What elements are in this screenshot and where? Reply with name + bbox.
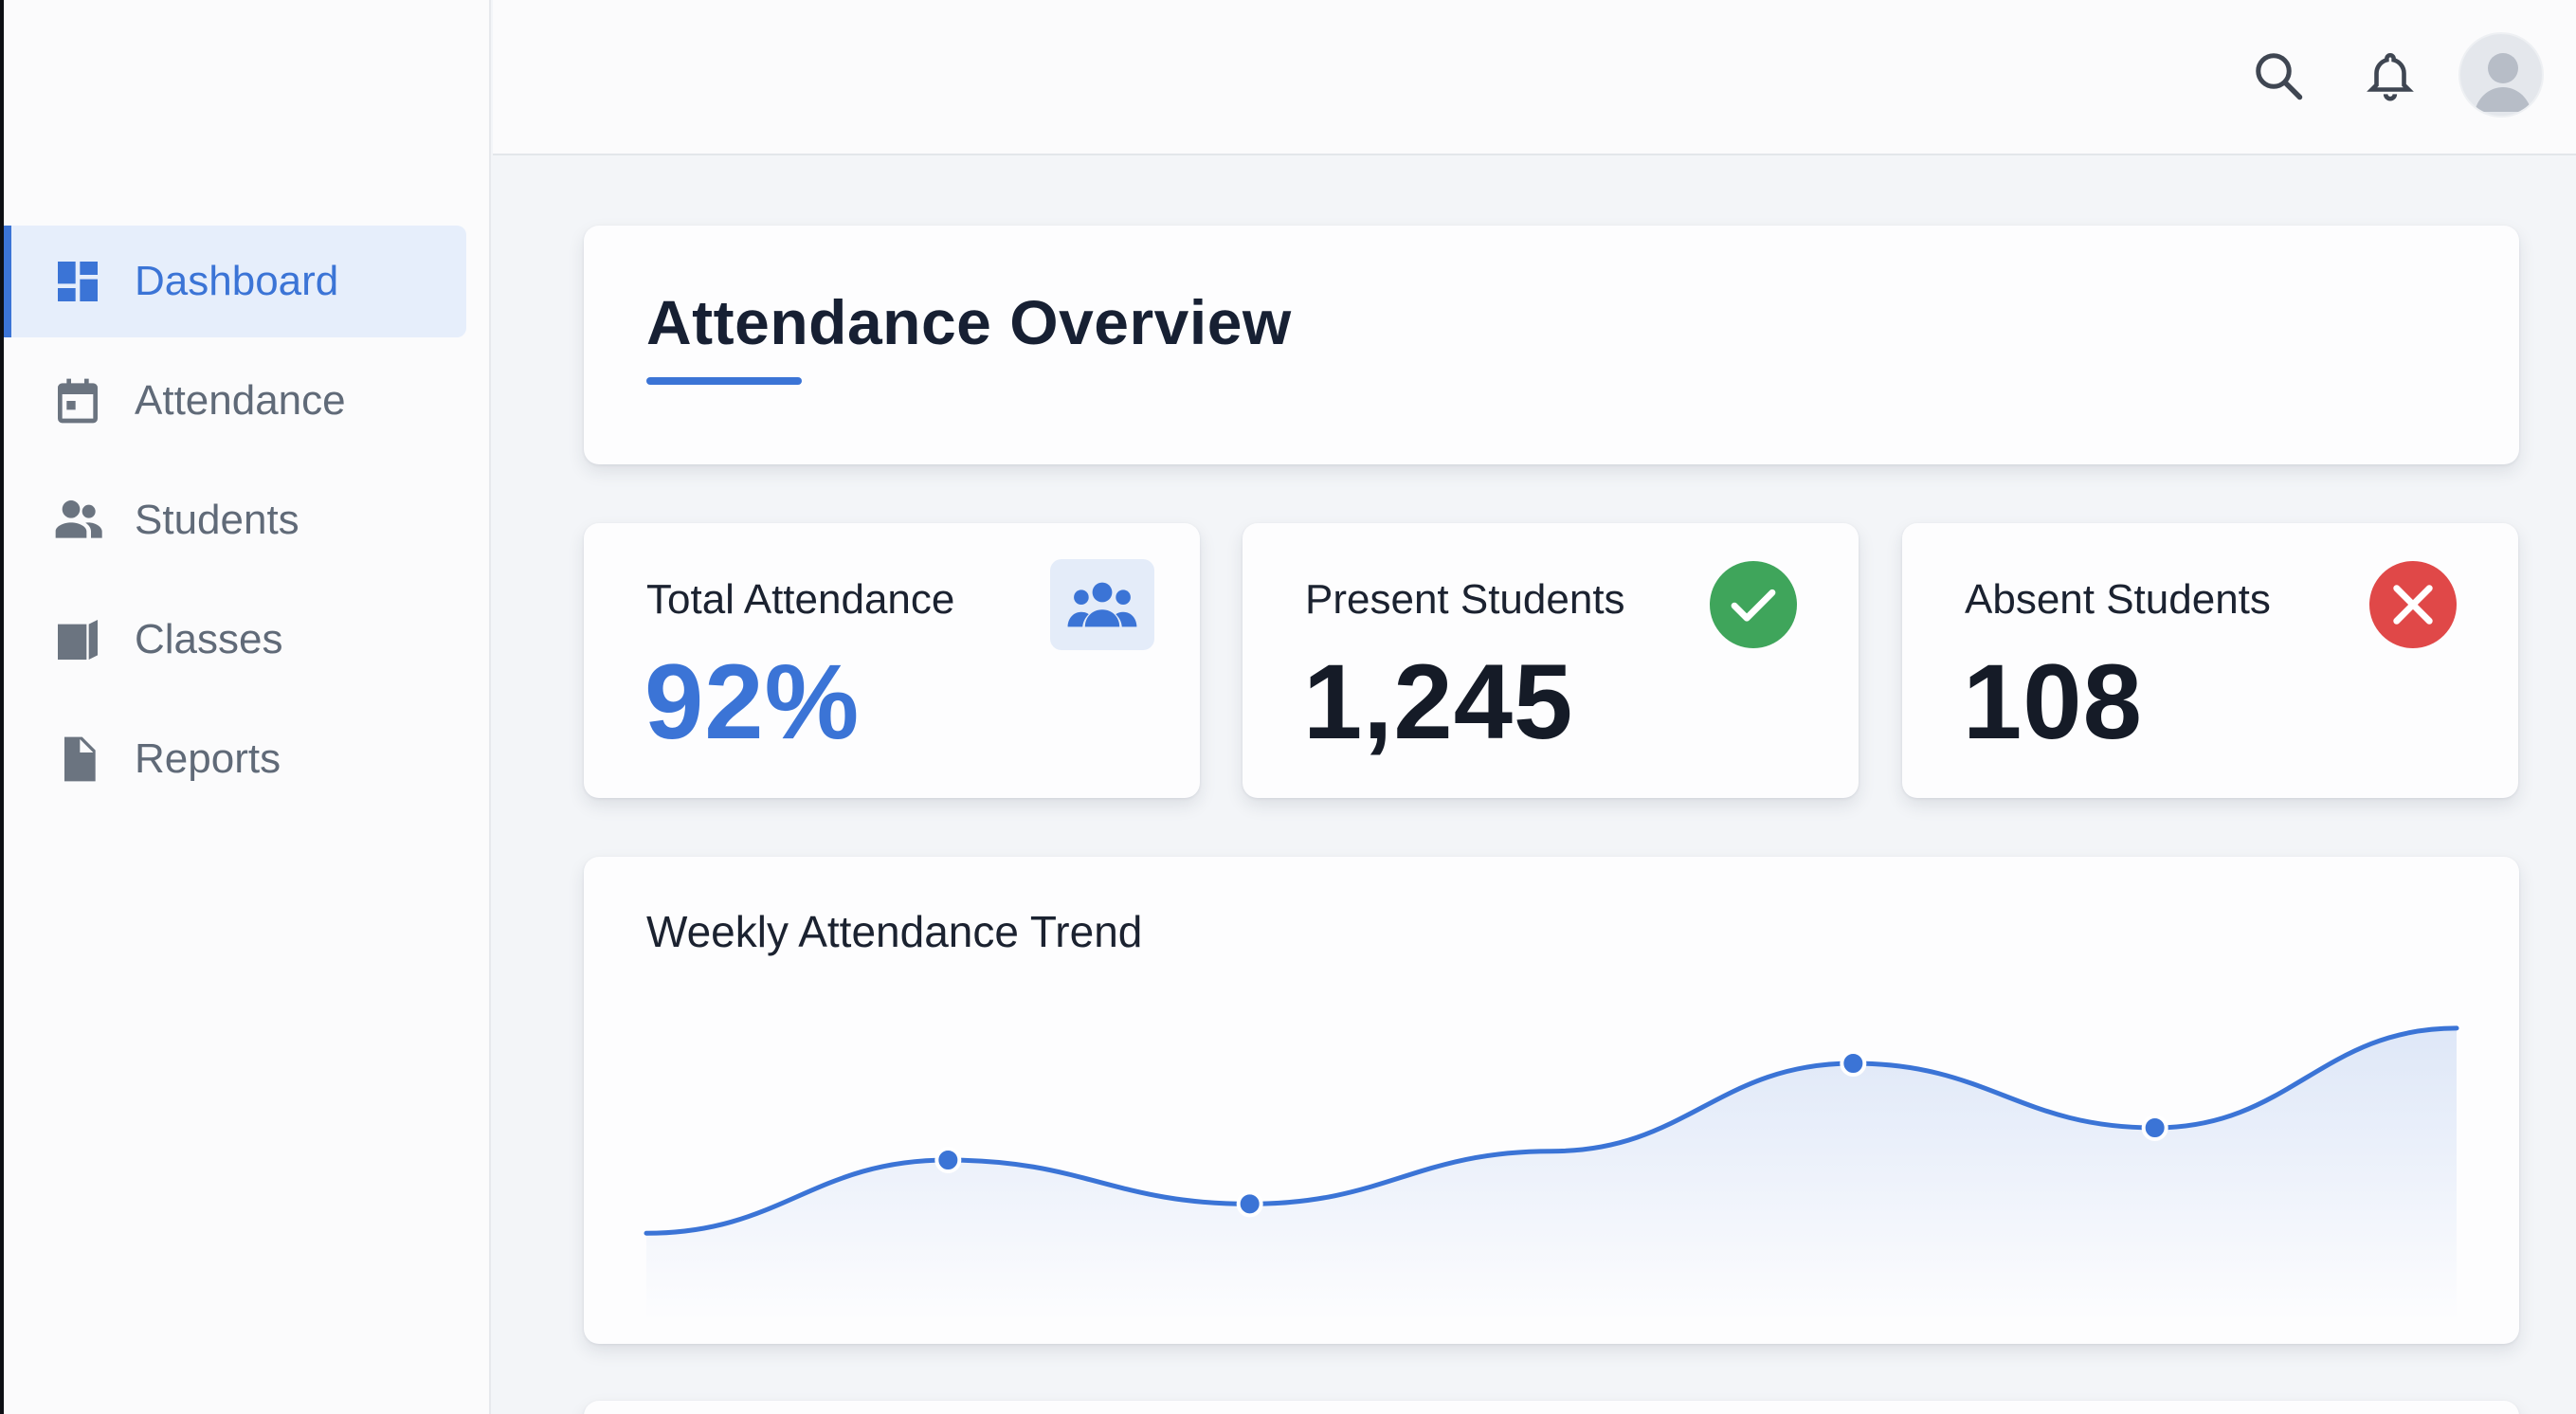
check-icon (1701, 559, 1805, 650)
people-icon (1050, 559, 1154, 650)
people-icon (49, 492, 106, 549)
stat-card-total-attendance: Total Attendance 92% (584, 523, 1200, 798)
trend-point[interactable] (2141, 1115, 2168, 1141)
stat-label: Present Students (1305, 576, 1625, 623)
document-icon (49, 731, 106, 788)
close-icon (2361, 559, 2465, 650)
sidebar-item-attendance[interactable]: Attendance (4, 345, 489, 457)
window-edge (0, 0, 4, 1414)
chart-title: Weekly Attendance Trend (646, 907, 1143, 956)
trend-point[interactable] (1840, 1050, 1867, 1077)
page-title: Attendance Overview (646, 287, 1292, 357)
sidebar-item-students[interactable]: Students (4, 464, 489, 576)
sidebar-item-label: Attendance (135, 377, 346, 424)
trend-area (646, 1027, 2457, 1321)
overview-card: Attendance Overview (584, 226, 2519, 464)
search-icon[interactable] (2242, 40, 2314, 112)
stat-card-present-students: Present Students 1,245 (1243, 523, 1859, 798)
trend-chart (644, 1025, 2459, 1321)
stat-label: Absent Students (1965, 576, 2271, 623)
sidebar: Dashboard Attendance Students Classes Re… (4, 0, 491, 1414)
book-icon (49, 611, 106, 668)
calendar-icon (49, 372, 106, 429)
user-avatar-icon[interactable] (2458, 32, 2544, 118)
weekly-trend-card: Weekly Attendance Trend (584, 857, 2519, 1344)
dashboard-icon (49, 253, 106, 310)
trend-point[interactable] (934, 1147, 962, 1173)
sidebar-item-label: Reports (135, 735, 281, 782)
next-card (584, 1401, 2519, 1414)
stat-card-absent-students: Absent Students 108 (1902, 523, 2518, 798)
sidebar-item-label: Dashboard (135, 258, 339, 304)
sidebar-item-reports[interactable]: Reports (4, 703, 489, 815)
sidebar-item-label: Students (135, 497, 299, 543)
sidebar-nav: Dashboard Attendance Students Classes Re… (4, 226, 489, 823)
stat-value: 108 (1963, 643, 2143, 761)
topbar (493, 0, 2576, 155)
bell-icon[interactable] (2354, 40, 2426, 112)
stat-value: 1,245 (1303, 643, 1574, 761)
stat-label: Total Attendance (646, 576, 955, 623)
title-underline (646, 377, 802, 385)
sidebar-item-label: Classes (135, 616, 283, 662)
sidebar-item-classes[interactable]: Classes (4, 584, 489, 696)
stat-value: 92% (644, 643, 861, 761)
trend-point[interactable] (1236, 1190, 1263, 1218)
sidebar-item-dashboard[interactable]: Dashboard (4, 226, 466, 337)
